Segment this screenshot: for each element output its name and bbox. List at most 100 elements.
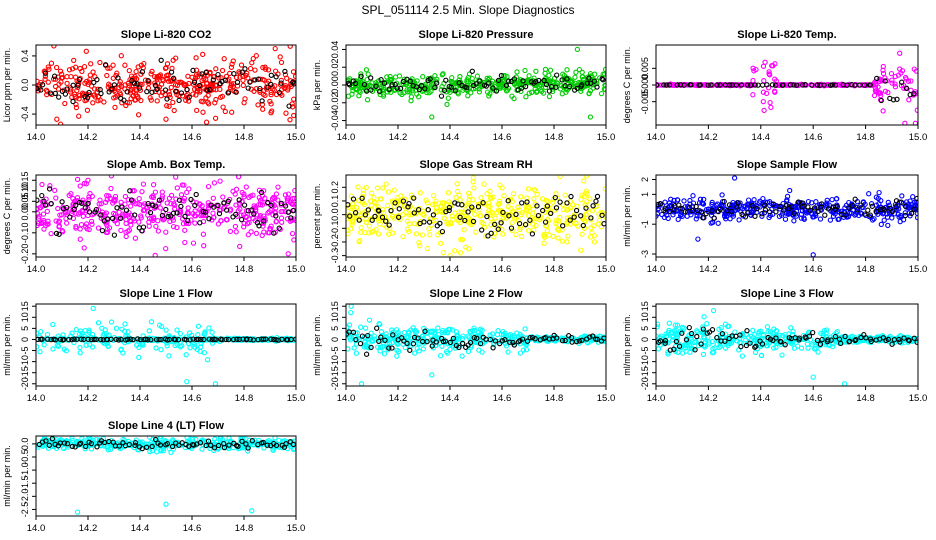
data-point xyxy=(875,195,881,202)
x-tick-label: 14.8 xyxy=(856,132,875,143)
highlight-point xyxy=(128,197,135,203)
data-point xyxy=(146,223,152,229)
data-point xyxy=(572,74,578,80)
data-point xyxy=(540,90,547,96)
data-point xyxy=(107,195,113,202)
data-point xyxy=(518,194,524,200)
data-point xyxy=(289,196,296,202)
highlight-point xyxy=(45,336,51,342)
data-point xyxy=(205,99,211,105)
data-point xyxy=(898,82,905,89)
data-point xyxy=(212,100,218,106)
data-point xyxy=(201,75,207,82)
data-point xyxy=(757,198,763,204)
highlight-point xyxy=(495,226,501,232)
highlight-point xyxy=(442,338,449,344)
data-point xyxy=(430,192,437,199)
highlight-point xyxy=(480,200,486,206)
highlight-point xyxy=(705,82,711,88)
data-point xyxy=(136,195,142,202)
data-point xyxy=(681,198,687,204)
data-point xyxy=(200,109,206,115)
highlight-point xyxy=(247,79,253,85)
data-point xyxy=(105,447,111,453)
panel-ylabel: Licor ppm per min. xyxy=(2,48,12,123)
data-point xyxy=(428,328,435,334)
data-point xyxy=(489,210,496,216)
highlight-point xyxy=(59,88,66,94)
highlight-point xyxy=(542,219,549,225)
data-point xyxy=(885,222,891,229)
highlight-point xyxy=(163,206,169,213)
data-point xyxy=(525,186,532,192)
data-point xyxy=(897,50,903,56)
data-point xyxy=(587,196,593,202)
highlight-point xyxy=(145,77,151,84)
data-point xyxy=(375,231,382,237)
data-point xyxy=(758,328,764,334)
data-point xyxy=(429,114,435,120)
panel-points xyxy=(656,175,918,257)
data-point xyxy=(54,116,60,122)
highlight-point xyxy=(201,336,207,343)
highlight-point xyxy=(861,82,868,88)
highlight-point xyxy=(241,202,248,208)
data-point xyxy=(36,211,41,217)
highlight-point xyxy=(818,204,824,210)
highlight-point xyxy=(686,324,692,331)
highlight-point xyxy=(223,336,229,343)
highlight-point xyxy=(170,75,177,81)
data-point xyxy=(108,319,115,325)
data-point xyxy=(377,321,383,327)
data-point xyxy=(346,324,350,330)
data-point xyxy=(229,61,235,67)
data-point xyxy=(834,196,840,202)
highlight-point xyxy=(91,336,97,343)
data-point xyxy=(662,199,668,205)
data-point xyxy=(441,215,447,221)
data-point xyxy=(576,66,583,73)
highlight-point xyxy=(136,85,143,91)
highlight-point xyxy=(506,78,512,84)
data-point xyxy=(136,354,142,361)
highlight-point xyxy=(119,204,125,210)
data-point xyxy=(57,212,63,218)
data-point xyxy=(445,95,451,101)
data-point xyxy=(73,326,79,333)
highlight-point xyxy=(386,222,392,228)
data-point xyxy=(160,448,167,454)
data-point xyxy=(709,201,715,208)
data-point xyxy=(212,115,219,121)
highlight-point xyxy=(207,87,213,93)
highlight-point xyxy=(519,336,526,342)
data-point xyxy=(146,328,152,334)
data-point xyxy=(457,250,464,256)
highlight-point xyxy=(789,204,795,210)
data-point xyxy=(227,70,233,77)
data-point xyxy=(62,100,68,107)
data-point xyxy=(517,226,523,233)
y-tick-label: 0.02 xyxy=(330,58,340,76)
x-tick-label: 14.2 xyxy=(389,264,408,275)
highlight-point xyxy=(190,67,196,74)
highlight-point xyxy=(516,220,523,227)
highlight-point xyxy=(114,205,120,211)
data-point xyxy=(240,82,246,89)
data-point xyxy=(449,327,456,333)
data-point xyxy=(693,216,699,222)
data-point xyxy=(259,199,265,205)
highlight-point xyxy=(222,77,229,83)
data-point xyxy=(760,98,766,105)
highlight-point xyxy=(204,87,210,93)
highlight-point xyxy=(405,204,411,210)
data-point xyxy=(472,211,478,218)
highlight-point xyxy=(658,201,664,207)
highlight-point xyxy=(150,202,156,208)
highlight-point xyxy=(887,205,893,212)
data-point xyxy=(444,220,450,226)
highlight-point xyxy=(456,80,462,86)
data-point xyxy=(204,357,211,363)
highlight-point xyxy=(357,340,364,347)
